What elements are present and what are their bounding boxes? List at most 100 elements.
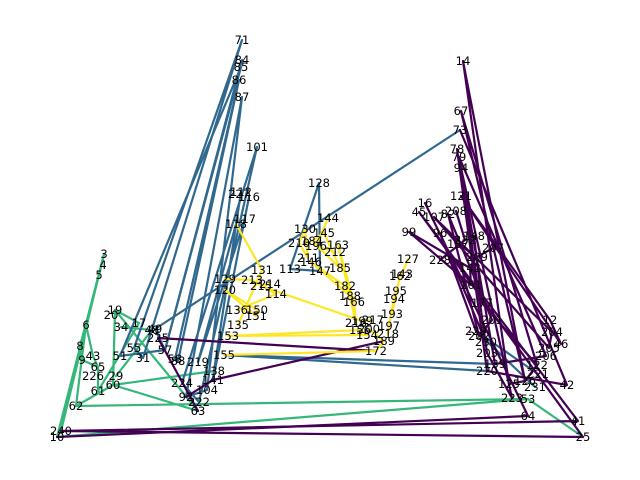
node-label: 141	[202, 373, 224, 387]
node-label: 79	[452, 150, 467, 164]
node-label: 117	[234, 212, 256, 226]
node-label: 166	[343, 295, 365, 309]
node-label: 99	[402, 225, 417, 239]
edge-path-purple	[438, 209, 467, 262]
node-label: 222	[188, 395, 210, 409]
node-label: 10	[50, 430, 65, 444]
node-label: 211	[297, 251, 319, 265]
node-label: 195	[385, 284, 407, 298]
node-label: 17	[132, 316, 147, 330]
node-label: 156	[349, 323, 371, 337]
node-label: 224	[171, 376, 193, 390]
node-label: 136	[226, 303, 248, 317]
node-label: 129	[214, 272, 236, 286]
node-label: 64	[521, 409, 536, 423]
node-label: 139	[484, 357, 506, 371]
node-label: 60	[106, 378, 121, 392]
node-label: 203	[476, 346, 498, 360]
node-label: 137	[447, 237, 469, 251]
node-label: 63	[191, 404, 206, 418]
node-label: 51	[113, 349, 128, 363]
node-label: 204	[541, 325, 563, 339]
node-label: 107	[423, 210, 445, 224]
node-label: 194	[383, 292, 405, 306]
node-label: 8	[76, 339, 83, 353]
node-label: 144	[317, 211, 339, 225]
node-label: 202	[468, 329, 490, 343]
node-label: 43	[86, 349, 101, 363]
node-label: 221	[527, 367, 549, 381]
edge-path-purple	[456, 242, 495, 259]
edge-path-purple	[459, 109, 539, 383]
node-label: 25	[576, 430, 591, 444]
node-label: 213	[241, 273, 263, 287]
node-label: 138	[203, 364, 225, 378]
edge-path-yellow	[222, 327, 386, 357]
node-label: 14	[456, 54, 471, 68]
node-label: 182	[334, 279, 356, 293]
node-label: 112	[230, 185, 252, 199]
node-label: 225	[147, 331, 169, 345]
node-label: 240	[50, 424, 72, 438]
edge-path-purple	[459, 166, 514, 400]
node-label: 193	[381, 307, 403, 321]
node-label: 6	[82, 318, 89, 332]
node-label: 85	[234, 60, 249, 74]
edge-path-purple	[432, 215, 554, 350]
node-label: 207	[482, 241, 504, 255]
node-label: 143	[391, 267, 413, 281]
node-label: 209	[466, 250, 488, 264]
node-label: 223	[501, 391, 523, 405]
node-label: 71	[235, 33, 250, 47]
edge-path-purple	[459, 194, 563, 346]
edge-path-purple	[472, 234, 539, 367]
node-label: 206	[535, 349, 557, 363]
node-label: 231	[524, 380, 546, 394]
node-label: 196	[305, 239, 327, 253]
node-label: 101	[246, 140, 268, 154]
node-label: 131	[251, 263, 273, 277]
node-label: 118	[225, 217, 247, 231]
node-label: 177	[471, 296, 493, 310]
node-label: 128	[308, 176, 330, 190]
node-label: 31	[136, 351, 151, 365]
node-label: 229	[465, 324, 487, 338]
node-label: 42	[560, 378, 575, 392]
node-label: 121	[450, 189, 472, 203]
edge-path-green	[55, 397, 530, 439]
node-label: 232	[454, 233, 476, 247]
edge-path-blue	[118, 65, 243, 358]
node-label: 214	[259, 277, 281, 291]
node-label: 147	[309, 264, 331, 278]
node-label: 226	[82, 369, 104, 383]
node-label: 199	[351, 314, 373, 328]
node-label: 217	[362, 313, 384, 327]
node-label: 148	[463, 229, 485, 243]
edge-path-purple	[184, 339, 386, 399]
node-label: 122	[526, 358, 548, 372]
node-label: 135	[227, 318, 249, 332]
node-label: 197	[378, 319, 400, 333]
edge-path-blue	[211, 190, 251, 382]
node-label: 53	[521, 392, 536, 406]
node-label: 227	[228, 187, 250, 201]
edge-path-green	[74, 308, 141, 408]
node-label: 205	[538, 341, 560, 355]
node-label: 130	[294, 222, 316, 236]
node-label: 55	[127, 341, 142, 355]
node-label: 58	[168, 352, 183, 366]
node-label: 57	[158, 343, 173, 357]
node-label: 163	[327, 238, 349, 252]
node-label: 86	[232, 73, 247, 87]
node-label: 92	[179, 390, 194, 404]
node-label: 201	[481, 313, 503, 327]
node-label: 88	[171, 354, 186, 368]
edge-path-yellow	[223, 288, 259, 318]
node-label-layer: 3456891012141617192025293134414243454648…	[50, 33, 591, 444]
node-label: 94	[454, 161, 469, 175]
node-label: 127	[397, 252, 419, 266]
node-label: 61	[91, 384, 106, 398]
edge-path-blue	[184, 95, 244, 399]
node-label: 78	[450, 142, 465, 156]
node-label: 230	[475, 335, 497, 349]
